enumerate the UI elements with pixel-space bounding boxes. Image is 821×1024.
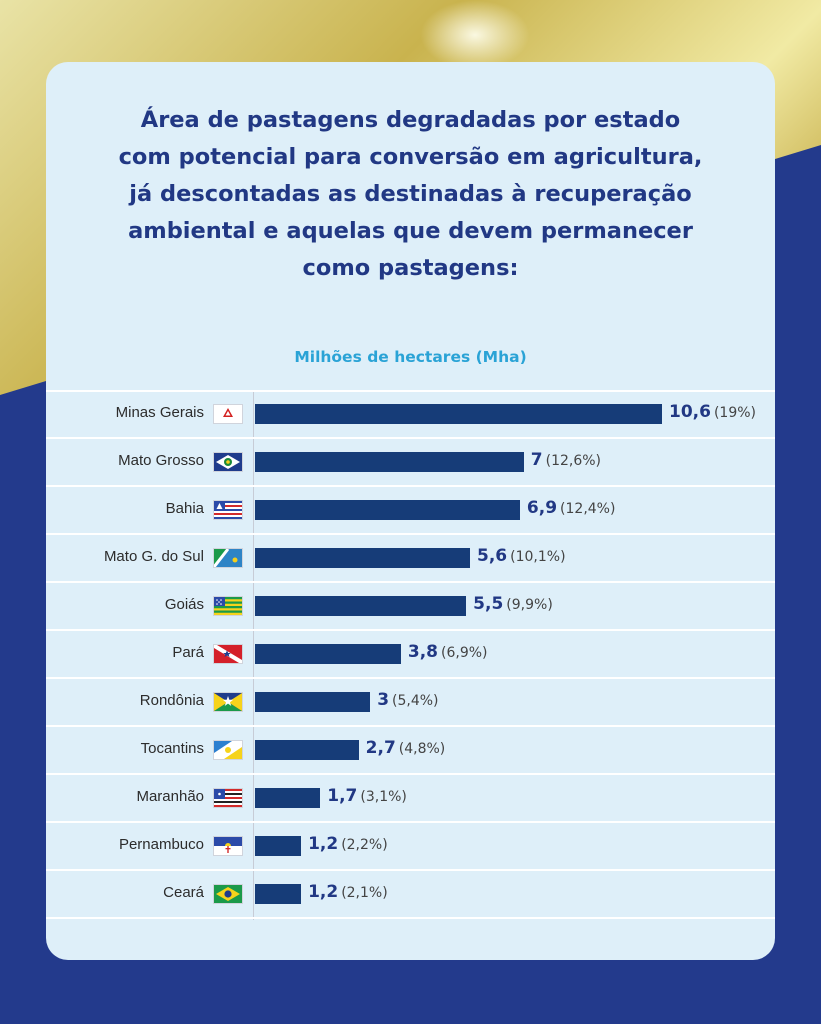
chart-card: Área de pastagens degradadas por estado … [46,62,775,960]
row-separator [46,629,775,631]
value-label: 1,7 (3,1%) [327,786,407,806]
row-separator [46,869,775,871]
flag-pernambuco-icon [213,836,243,856]
value-number: 6,9 [526,498,558,518]
value-percent: (10,1%) [510,549,566,565]
row-separator [46,677,775,679]
flag-minas-gerais-icon [213,404,243,424]
bar [255,644,401,664]
bar [255,740,359,760]
chart-row: Bahia 6,9 (12,4%) [46,486,775,534]
bar [255,836,302,856]
value-label: 5,5 (9,9%) [473,594,553,614]
value-number: 2,7 [365,738,396,758]
value-number: 1,7 [327,786,358,806]
background-highlight [420,0,530,70]
chart-title: Área de pastagens degradadas por estado … [118,107,703,281]
row-separator [46,725,775,727]
value-label: 3 (5,4%) [377,690,438,710]
state-label: Ceará [163,884,204,901]
value-number: 1,2 [308,834,339,854]
axis-line [253,390,254,920]
state-label: Mato G. do Sul [103,548,204,565]
row-separator [46,533,775,535]
value-label: 6,9 (12,4%) [527,498,616,518]
value-percent: (2,2%) [341,837,388,853]
chart-row: Pernambuco 1,2 (2,2%) [46,822,775,870]
value-number: 5,6 [477,546,508,566]
state-label: Rondônia [139,692,204,709]
bar [255,788,321,808]
value-percent: (9,9%) [506,597,553,613]
chart-row: Rondônia 3 (5,4%) [46,678,775,726]
chart-row: Goiás 5,5 (9,9%) [46,582,775,630]
bar [255,596,467,616]
row-separator [46,581,775,583]
value-label: 7 (12,6%) [531,450,601,470]
bar [255,692,371,712]
state-label: Minas Gerais [115,404,204,421]
state-label: Pará [172,644,204,661]
flag-goias-icon [213,596,243,616]
value-percent: (2,1%) [341,885,388,901]
chart-row: Minas Gerais 10,6 (19%) [46,390,775,438]
value-number: 3,8 [407,642,439,662]
flag-tocantins-icon [213,740,243,760]
flag-para-icon [213,644,243,664]
value-number: 5,5 [473,594,504,614]
flag-bahia-icon [213,500,243,520]
value-percent: (5,4%) [392,693,439,709]
state-label: Bahia [165,500,204,517]
state-label: Tocantins [140,740,204,757]
chart-row: Mato G. do Sul 5,6 (10,1%) [46,534,775,582]
bar-chart: Minas Gerais 10,6 (19%) Mato Grosso 7 (12,6%)… [46,390,775,920]
value-number: 3 [377,690,390,710]
value-percent: (12,4%) [560,501,616,517]
chart-row: Ceará 1,2 (2,1%) [46,870,775,918]
state-label: Mato Grosso [118,452,204,469]
row-separator [46,485,775,487]
value-label: 1,2 (2,1%) [308,882,388,902]
row-separator [46,773,775,775]
value-percent: (19%) [713,405,756,421]
chart-row: Maranhão 1,7 (3,1%) [46,774,775,822]
value-percent: (12,6%) [545,453,602,469]
bar [255,884,302,904]
value-label: 3,8 (6,9%) [408,642,488,662]
value-number: 10,6 [669,402,711,422]
flag-mato-grosso-icon [213,452,243,472]
unit-label: Milhões de hectares (Mha) [294,348,527,366]
value-label: 1,2 (2,2%) [308,834,388,854]
state-label: Goiás [164,596,204,613]
chart-row: Tocantins 2,7 (4,8%) [46,726,775,774]
value-label: 10,6 (19%) [669,402,756,422]
value-number: 7 [530,450,543,470]
flag-mato-grosso-do-sul-icon [213,548,243,568]
value-percent: (3,1%) [360,789,407,805]
row-separator [46,437,775,439]
bar [255,404,662,424]
chart-row: Mato Grosso 7 (12,6%) [46,438,775,486]
value-label: 2,7 (4,8%) [366,738,446,758]
flag-maranhao-icon [213,788,243,808]
flag-ceara-icon [213,884,243,904]
value-number: 1,2 [308,882,339,902]
row-separator [46,917,775,919]
value-percent: (6,9%) [441,645,488,661]
row-separator [46,821,775,823]
bar [255,500,520,520]
row-separator [46,390,775,392]
value-percent: (4,8%) [398,741,446,757]
state-label: Pernambuco [118,836,204,853]
state-label: Maranhão [136,788,204,805]
bar [255,452,524,472]
chart-row: Pará 3,8 (6,9%) [46,630,775,678]
value-label: 5,6 (10,1%) [477,546,566,566]
flag-rondonia-icon [213,692,243,712]
bar [255,548,471,568]
